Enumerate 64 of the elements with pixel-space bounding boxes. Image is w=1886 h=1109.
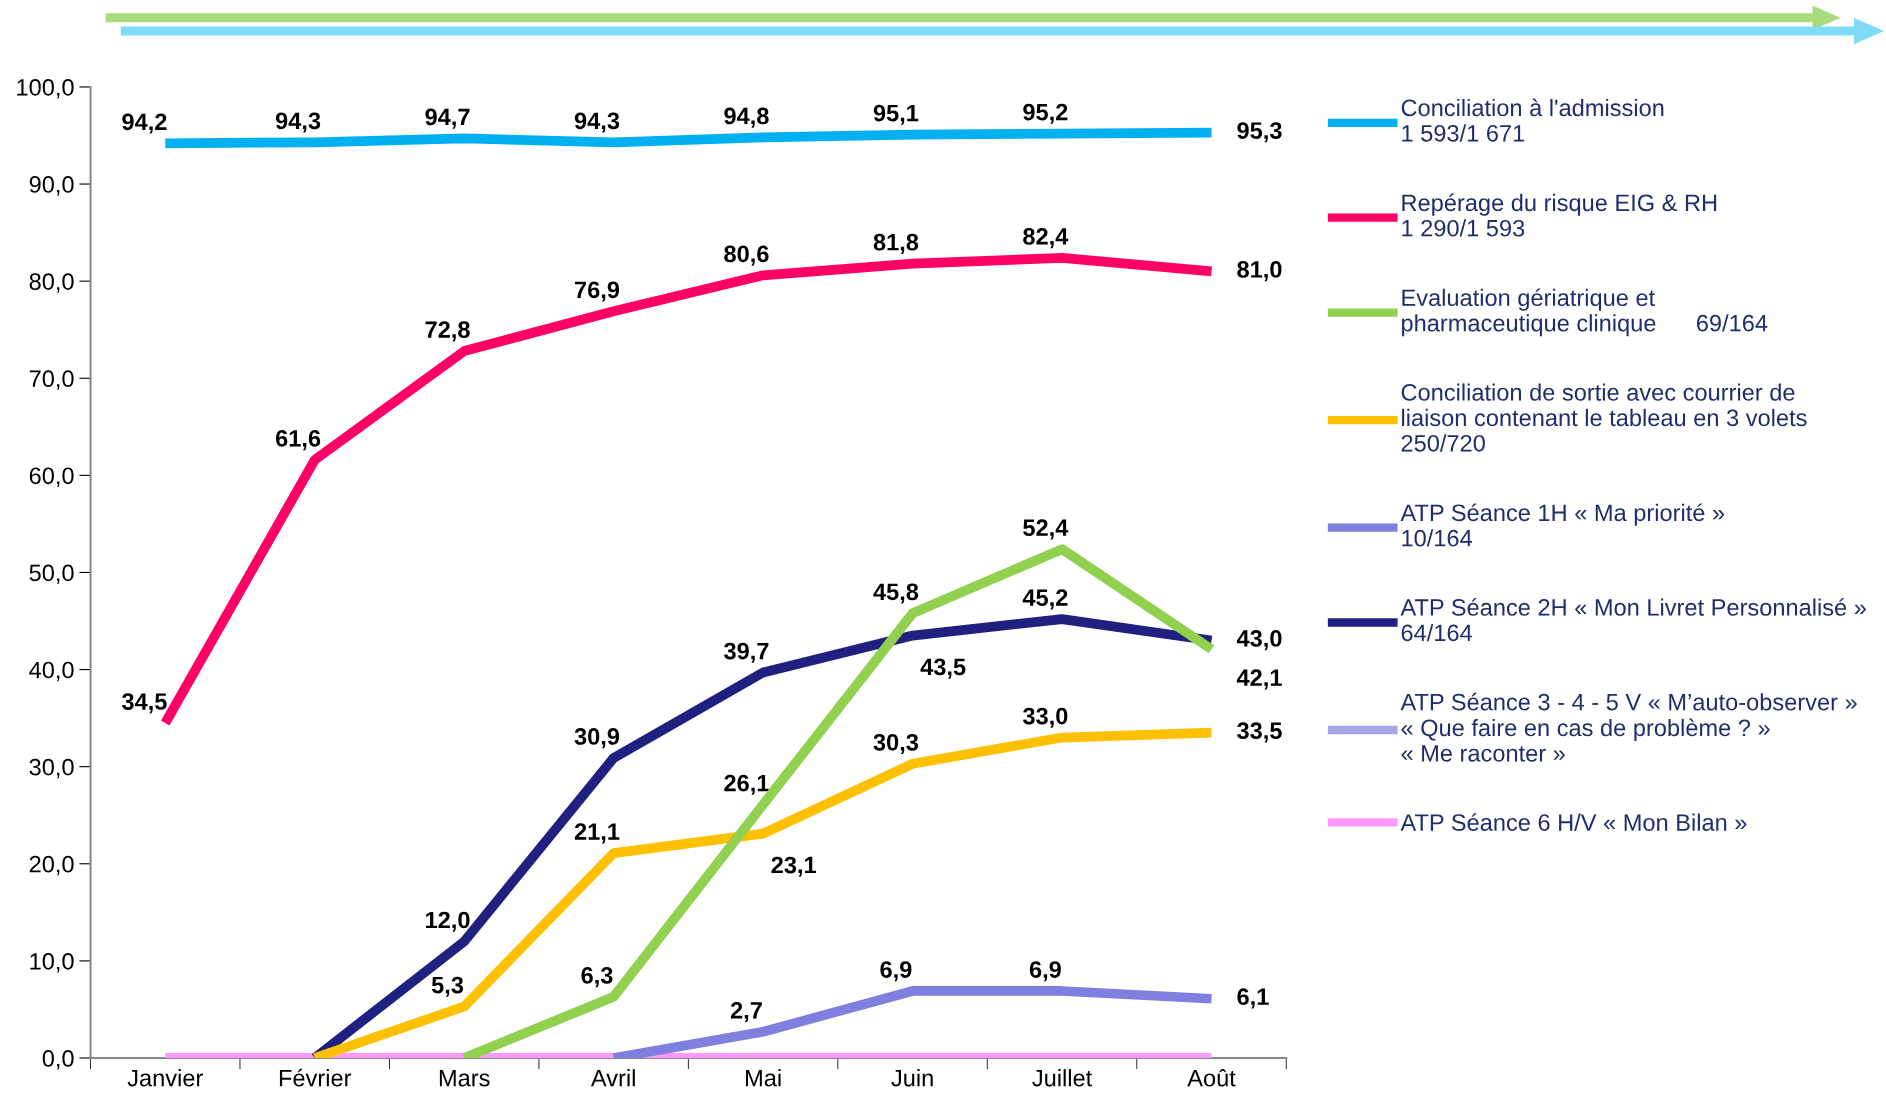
y-tick-label: 90,0: [29, 176, 74, 196]
data-label: 76,9: [575, 281, 620, 302]
y-tick-label: 70,0: [29, 370, 74, 390]
x-tick-label: Août: [1187, 1069, 1236, 1087]
data-label: 81,0: [1237, 261, 1282, 282]
x-tick-label: Février: [279, 1068, 352, 1087]
y-tick-label: 100,0: [17, 79, 74, 99]
data-label: 6,9: [880, 961, 912, 982]
y-tick-label: 80,0: [29, 273, 74, 293]
data-label: 6,3: [581, 966, 613, 988]
legend-label: ATP Séance 2H « Mon Livret Personnalisé » 64/164: [1400, 598, 1866, 642]
data-label: 94,2: [122, 113, 167, 134]
data-label: 82,4: [1023, 228, 1069, 249]
x-tick-label: Mars: [439, 1069, 490, 1087]
data-label: 94,3: [574, 112, 620, 133]
x-tick-label: Avril: [590, 1069, 635, 1087]
y-tick-label: 60,0: [29, 467, 74, 487]
data-label: 95,2: [1023, 103, 1068, 124]
data-label: 81,8: [873, 233, 919, 254]
legend-label: ATP Séance 6 H/V « Mon Bilan »: [1400, 813, 1747, 831]
data-label: 43,0: [1236, 630, 1282, 651]
x-tick-label: Juin: [891, 1069, 933, 1087]
x-tick-label: Janvier: [127, 1069, 203, 1087]
data-label: 26,1: [724, 774, 769, 795]
legend-label: Repérage du risque EIG & RH 1 290/1 593: [1402, 193, 1717, 237]
data-label: 94,7: [425, 108, 470, 129]
data-label: 94,3: [275, 112, 321, 133]
y-tick-label: 0,0: [42, 1050, 74, 1070]
y-tick-label: 50,0: [29, 564, 74, 585]
data-label: 23,1: [771, 856, 816, 877]
data-label: 30,3: [873, 733, 919, 755]
data-label: 45,2: [1022, 589, 1068, 610]
data-label: 6,9: [1029, 961, 1061, 982]
data-label: 45,8: [873, 583, 919, 604]
data-label: 34,5: [122, 693, 167, 714]
legend-label: Conciliation de sortie avec courrier de liaison contenant le tableau en 3 volets 250/720: [1401, 383, 1807, 452]
data-label: 21,1: [574, 823, 620, 844]
legend-label: Evaluation gériatrique et pharmaceutique clinique 69/164: [1402, 288, 1768, 337]
data-label: 33,0: [1022, 707, 1068, 728]
data-label: 43,5: [920, 658, 966, 679]
data-label: 5,3: [431, 976, 464, 997]
data-label: 33,5: [1237, 722, 1282, 743]
data-label: 94,8: [724, 107, 769, 128]
y-tick-label: 10,0: [30, 952, 74, 973]
legend-label: Conciliation à l'admission 1 593/1 671: [1401, 98, 1664, 142]
legend-label: ATP Séance 3 - 4 - 5 V « M’auto-observer » « Que faire en cas de problème ? » « Me raconter »: [1400, 692, 1857, 762]
data-label: 6,1: [1237, 988, 1269, 1009]
legend-label: ATP Séance 1H « Ma priorité » 10/164: [1400, 503, 1725, 547]
data-label: 95,3: [1237, 122, 1282, 143]
data-label: 12,0: [426, 911, 470, 932]
data-label: 80,6: [724, 245, 769, 266]
data-label: 42,1: [1236, 669, 1282, 690]
x-tick-label: Mai: [746, 1069, 781, 1087]
y-tick-label: 30,0: [29, 758, 74, 779]
data-label: 39,7: [724, 642, 769, 663]
y-tick-label: 40,0: [29, 661, 74, 682]
data-label: 61,6: [275, 430, 321, 451]
x-tick-label: Juillet: [1032, 1069, 1093, 1087]
data-label: 2,7: [730, 1001, 762, 1023]
data-label: 52,4: [1023, 519, 1069, 540]
y-tick-label: 20,0: [29, 855, 74, 876]
data-label: 72,8: [425, 321, 470, 342]
data-label: 95,1: [873, 104, 919, 125]
data-label: 30,9: [574, 728, 620, 749]
